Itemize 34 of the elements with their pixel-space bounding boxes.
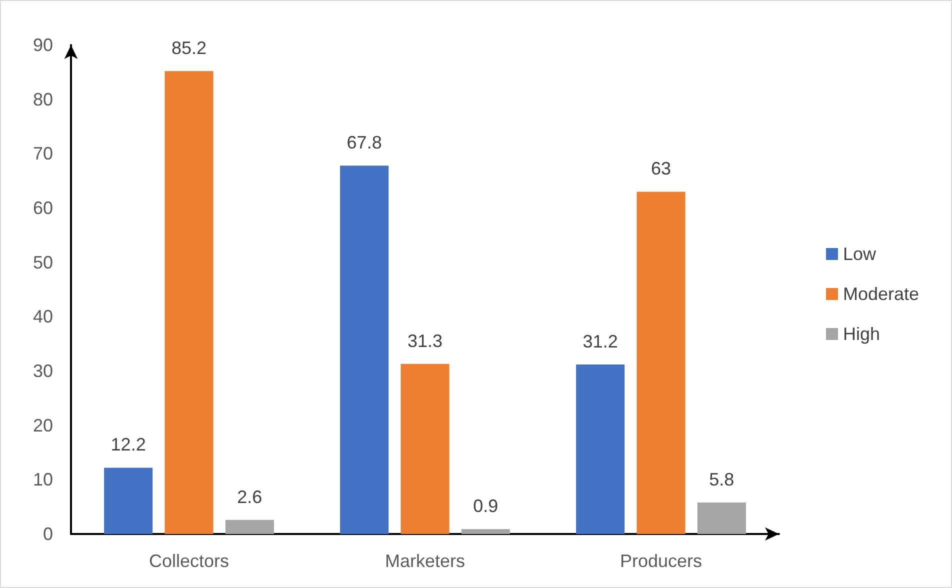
legend-label: Low <box>843 244 878 264</box>
data-label: 31.2 <box>582 331 618 352</box>
data-label: 5.8 <box>709 469 734 490</box>
x-tick-label: Collectors <box>148 551 230 571</box>
bar <box>576 364 625 534</box>
bar <box>164 71 214 534</box>
bar <box>340 166 389 534</box>
y-tick-label: 50 <box>32 252 53 272</box>
legend-label: Moderate <box>843 284 920 304</box>
data-label: 31.3 <box>407 330 443 351</box>
bar <box>461 529 510 534</box>
data-label: 12.2 <box>110 434 146 455</box>
y-tick-label: 90 <box>32 35 53 55</box>
bar <box>636 192 686 534</box>
data-label: 2.6 <box>237 486 262 507</box>
bar <box>400 364 450 534</box>
legend-label: High <box>843 324 880 344</box>
y-tick-label: 30 <box>32 361 53 381</box>
y-tick-label: 60 <box>32 198 53 218</box>
data-label: 63 <box>650 158 672 179</box>
y-tick-label: 80 <box>32 89 53 110</box>
data-label: 0.9 <box>473 496 498 516</box>
data-label: 67.8 <box>346 132 382 153</box>
data-label: 85.2 <box>171 38 207 58</box>
y-tick-label: 40 <box>32 306 53 327</box>
x-tick-label: Producers <box>620 551 702 571</box>
bar <box>697 502 746 534</box>
y-tick-label: 0 <box>42 524 53 544</box>
y-tick-label: 10 <box>32 470 53 490</box>
x-tick-label: Marketers <box>384 551 466 571</box>
y-tick-label: 20 <box>32 415 53 436</box>
bar <box>225 520 274 534</box>
bar <box>104 468 153 534</box>
y-tick-label: 70 <box>32 144 53 164</box>
